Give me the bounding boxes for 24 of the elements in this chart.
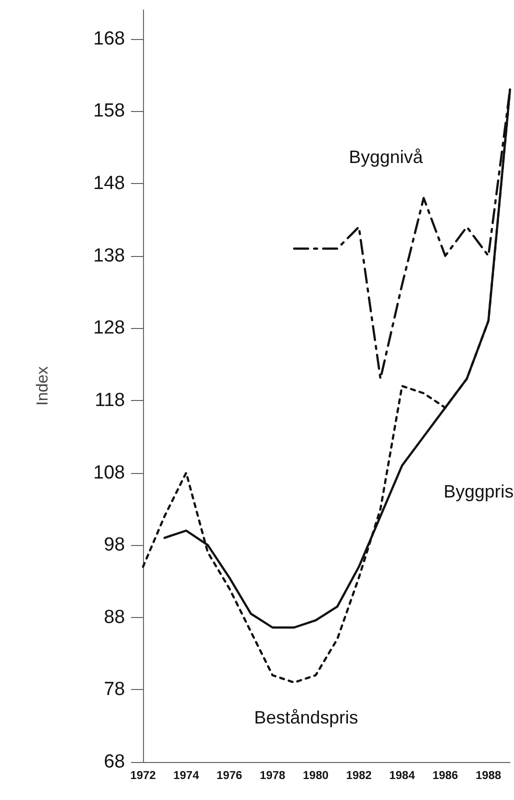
y-tick-label: 128 xyxy=(93,318,125,339)
y-tick-label: 118 xyxy=(94,390,125,411)
x-tick-label: 1986 xyxy=(432,770,458,782)
y-axis-title: Index xyxy=(34,366,52,406)
text: Byggpris xyxy=(444,482,514,502)
x-tick-label: 1972 xyxy=(130,770,156,782)
x-tick-label: 1988 xyxy=(476,770,502,782)
y-tick-label: 108 xyxy=(93,462,125,484)
x-tick-label: 1980 xyxy=(302,770,329,782)
y-tick-label: 78 xyxy=(104,679,125,700)
y-tick-label: 98 xyxy=(104,534,125,556)
y-tick-label: 88 xyxy=(104,606,125,628)
y-tick-label: 158 xyxy=(93,100,125,122)
x-tick-label: 1982 xyxy=(346,770,372,782)
y-tick-label: 68 xyxy=(104,752,125,772)
y-tick-label: 138 xyxy=(93,245,125,266)
text: Beståndspris xyxy=(254,707,358,728)
x-tick-label: 1984 xyxy=(389,770,416,782)
y-tick-label: 168 xyxy=(93,28,125,50)
x-tick-label: 1976 xyxy=(216,770,242,782)
series-label: Byggnivå xyxy=(348,146,424,167)
x-tick-label: 1978 xyxy=(260,770,286,782)
x-tick-label: 1974 xyxy=(173,770,200,782)
y-tick-label: 148 xyxy=(93,173,125,194)
